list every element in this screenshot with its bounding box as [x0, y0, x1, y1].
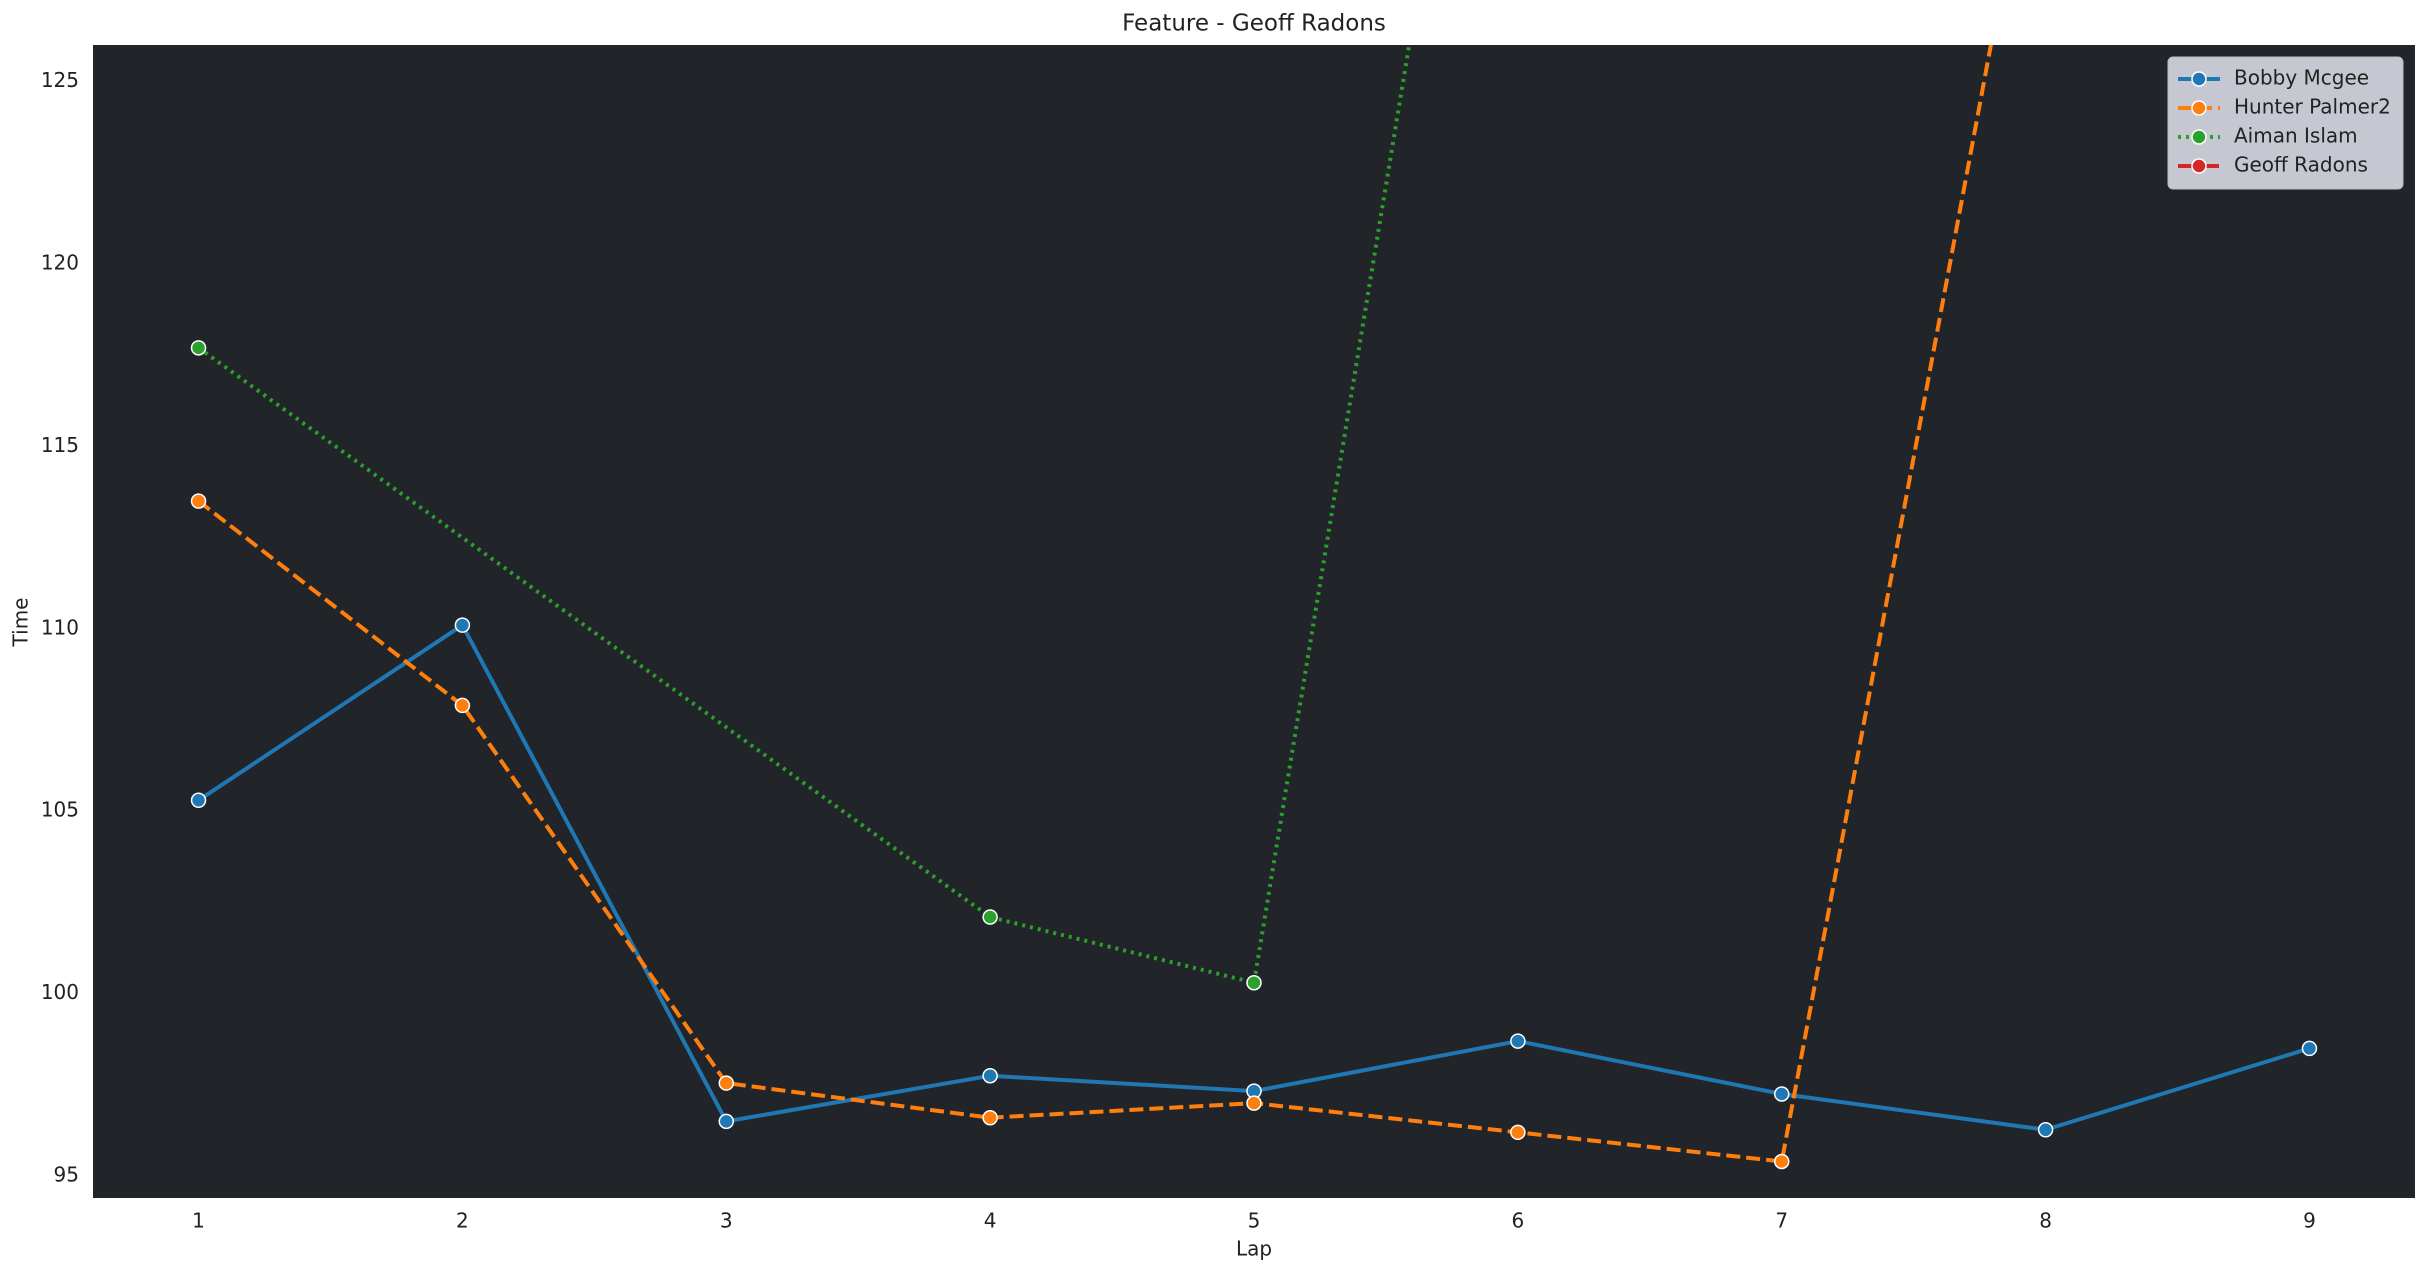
- data-point: [190, 493, 207, 509]
- legend-box: [2167, 56, 2404, 190]
- data-point: [454, 617, 471, 633]
- y-tick-label: 120: [41, 250, 79, 274]
- series-line: [197, 45, 1993, 1164]
- data-point: [1510, 1033, 1526, 1049]
- legend-marker: [2191, 129, 2207, 145]
- x-tick-label: 3: [720, 1209, 733, 1233]
- x-axis-label: Lap: [1236, 1237, 1272, 1261]
- data-point: [982, 1109, 998, 1126]
- legend-marker: [2191, 100, 2207, 116]
- legend-marker: [2191, 158, 2207, 174]
- y-tick-label: 115: [41, 433, 79, 457]
- data-point: [190, 340, 207, 356]
- data-point: [1773, 1086, 1790, 1102]
- legend-label: Bobby Mcgee: [2234, 66, 2369, 90]
- y-axis-label: Time: [9, 598, 33, 648]
- data-point: [718, 1075, 735, 1091]
- y-tick-label: 125: [41, 68, 79, 92]
- data-point: [2037, 1122, 2054, 1138]
- data-point: [718, 1113, 735, 1130]
- x-tick-label: 7: [1775, 1209, 1788, 1233]
- legend-label: Aiman Islam: [2234, 124, 2358, 148]
- y-tick-label: 105: [41, 798, 79, 822]
- data-point: [454, 697, 471, 714]
- data-point: [190, 792, 207, 809]
- x-tick-label: 4: [984, 1209, 997, 1233]
- y-tick-label: 100: [41, 980, 79, 1004]
- plot: [190, 45, 2318, 1170]
- data-point: [1773, 1153, 1790, 1170]
- data-point: [1246, 974, 1262, 991]
- x-tick-label: 8: [2039, 1209, 2052, 1233]
- legend-label: Geoff Radons: [2234, 153, 2368, 177]
- x-tick-label: 2: [456, 1209, 469, 1233]
- legend-marker: [2191, 71, 2207, 87]
- data-point: [982, 1068, 998, 1084]
- plot-area: [93, 45, 2415, 1198]
- y-tick-label: 95: [54, 1163, 79, 1187]
- data-point: [1510, 1124, 1526, 1141]
- x-tick-label: 1: [192, 1209, 205, 1233]
- data-point: [1246, 1095, 1262, 1111]
- data-point: [2301, 1040, 2318, 1057]
- chart-title: Feature - Geoff Radons: [1122, 11, 1386, 37]
- data-point: [982, 909, 998, 925]
- x-tick-label: 9: [2303, 1209, 2316, 1233]
- x-tick-label: 6: [1511, 1209, 1524, 1233]
- y-tick-label: 110: [41, 615, 79, 639]
- x-tick-label: 5: [1248, 1209, 1261, 1233]
- legend-label: Hunter Palmer2: [2234, 95, 2391, 119]
